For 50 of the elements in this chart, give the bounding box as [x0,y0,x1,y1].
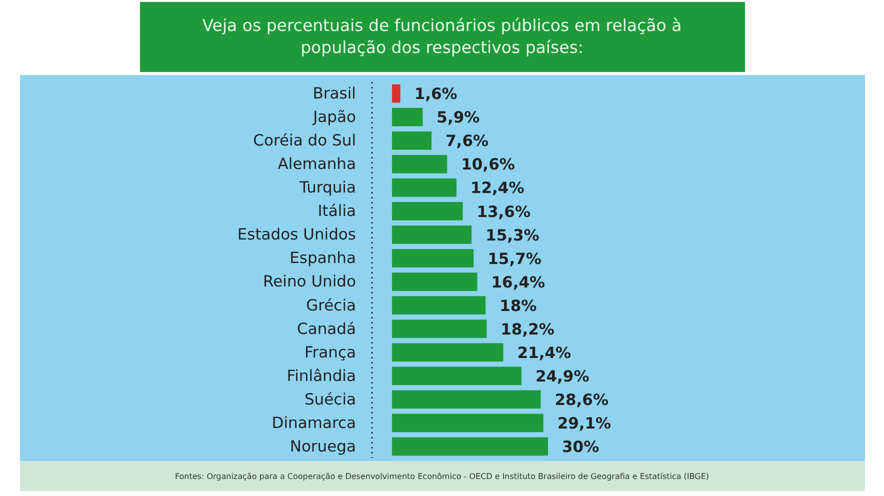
data-label: 7,6% [446,132,489,150]
bar [392,390,541,409]
data-label: 21,4% [517,344,572,362]
bar [392,226,472,244]
bar [392,320,487,338]
bar [392,343,504,362]
data-label: 29,1% [557,414,612,433]
y-tick-label: Coréia do Sul [253,132,356,150]
y-tick-label: Finlândia [286,366,356,385]
y-tick-label: Brasil [312,84,356,102]
data-label: 18,2% [500,320,555,338]
data-label: 13,6% [476,202,531,221]
y-tick-label: Suécia [304,390,356,408]
y-tick-label: Itália [318,202,356,220]
bar [392,131,432,150]
bar [392,272,478,291]
data-label: 12,4% [470,179,525,198]
bar [392,178,456,197]
bar [392,154,448,174]
data-label: 15,7% [488,250,542,268]
bar [392,414,544,432]
y-tick-label: Estados Unidos [237,226,356,244]
bar [392,108,423,126]
y-tick-label: Noruega [290,437,356,456]
data-label: 30% [562,438,600,456]
y-tick-label: Canadá [297,320,356,338]
data-label: 1,6% [414,85,458,104]
data-label: 5,9% [436,108,480,127]
y-tick-label: França [304,343,356,362]
bar [392,249,474,268]
data-label: 24,9% [535,367,590,386]
bar [392,437,548,456]
data-label: 16,4% [491,273,546,292]
bar [392,296,486,314]
y-tick-label: Alemanha [278,155,356,174]
y-tick-label: Espanha [290,249,356,268]
y-tick-label: Turquia [298,178,356,197]
y-tick-label: Dinamarca [272,414,356,432]
data-label: 18% [500,296,538,315]
y-tick-label: Reino Unido [263,272,356,291]
text: Fontes: Organização para a Cooperação e Desenvolvimento Econômico - OECD e Instituto Brasileiro de Geografia e Estatística (IBGE) [174,472,710,481]
y-tick-label: Grécia [306,296,356,314]
chart-title: Veja os percentuais de funcionários públicos em relação à população dos respectivos países: [202,16,682,57]
data-label: 15,3% [486,226,540,244]
bar [392,202,463,220]
bar [392,366,522,386]
data-label: 28,6% [554,390,609,409]
data-label: 10,6% [461,156,516,174]
bar [392,84,400,103]
y-tick-label: Japão [312,108,356,126]
